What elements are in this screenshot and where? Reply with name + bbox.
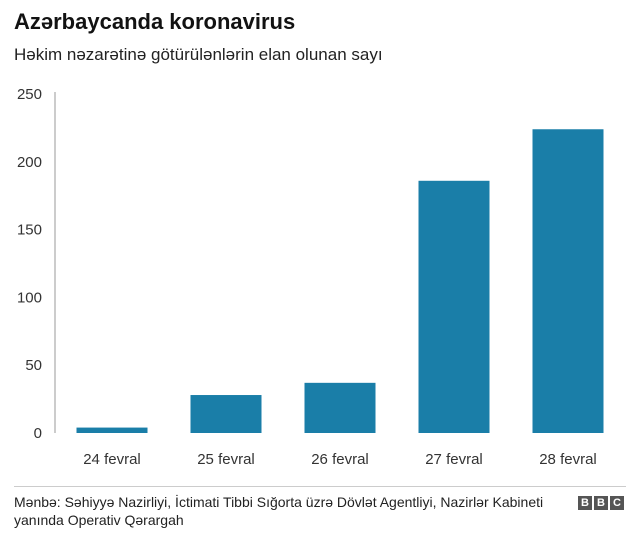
chart-title: Azərbaycanda koronavirus [14, 9, 296, 34]
x-tick-label: 25 fevral [197, 451, 255, 468]
y-tick-label: 50 [25, 357, 42, 374]
bbc-logo-letter: C [610, 496, 624, 510]
y-tick-label: 0 [34, 425, 42, 442]
x-tick-label: 24 fevral [83, 451, 141, 468]
source-note: Mənbə: Səhiyyə Nazirliyi, İctimati Tibbi… [14, 494, 544, 528]
x-tick-label: 28 fevral [539, 451, 597, 468]
y-tick-label: 100 [17, 289, 42, 306]
bar [532, 129, 604, 434]
footer-divider [14, 486, 626, 487]
bar-chart: 0 50 100 150 200 250 24 fevral 25 fevral 26 fevr… [17, 86, 604, 468]
y-tick-label: 150 [17, 222, 42, 239]
bbc-logo-letter: B [578, 496, 592, 510]
bar [76, 427, 148, 433]
x-tick-label: 26 fevral [311, 451, 369, 468]
bar [304, 382, 376, 433]
y-tick-label: 250 [17, 86, 42, 103]
chart-subtitle: Həkim nəzarətinə götürülənlərin elan olu… [14, 45, 383, 64]
bbc-logo-letter: B [594, 496, 608, 510]
y-tick-label: 200 [17, 154, 42, 171]
bbc-logo: B B C [578, 496, 624, 510]
bar [418, 180, 490, 433]
bar [190, 395, 262, 433]
x-tick-label: 27 fevral [425, 451, 483, 468]
